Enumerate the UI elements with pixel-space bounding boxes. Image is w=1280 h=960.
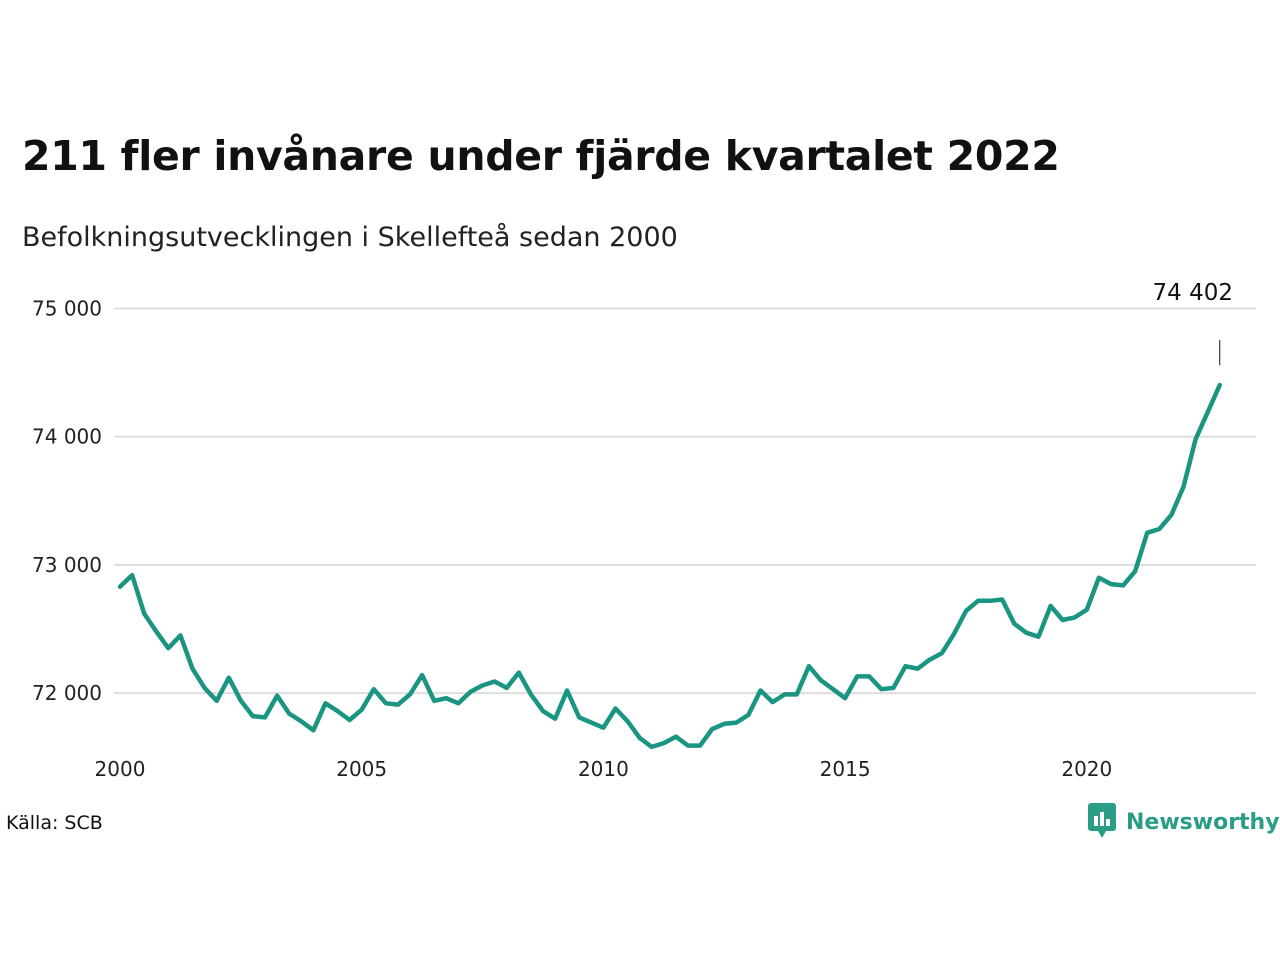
x-axis-tick-labels: 2000 2005 2010 2015 2020 [95, 757, 1113, 781]
end-value-label: 74 402 [1153, 280, 1233, 306]
x-tick-label: 2015 [820, 757, 871, 781]
y-gridlines [114, 307, 1256, 695]
brand-name: Newsworthy [1126, 809, 1280, 835]
y-tick-label: 75 000 [32, 296, 102, 320]
chart-subtitle: Befolkningsutvecklingen i Skellefteå sed… [22, 222, 678, 253]
chart-title: 211 fler invånare under fjärde kvartalet… [22, 132, 1060, 180]
y-axis-tick-labels: 72 000 73 000 74 000 75 000 [32, 296, 102, 705]
y-tick-label: 73 000 [32, 553, 102, 577]
x-tick-label: 2010 [578, 757, 629, 781]
newsworthy-logo-icon [1088, 803, 1116, 838]
x-tick-label: 2020 [1061, 757, 1112, 781]
population-series-line [117, 382, 1222, 750]
y-tick-label: 74 000 [32, 425, 102, 449]
source-credit: Källa: SCB [6, 812, 103, 834]
x-tick-label: 2005 [336, 757, 387, 781]
y-tick-label: 72 000 [32, 681, 102, 705]
brand-logo: Newsworthy [1088, 803, 1280, 841]
population-line-chart: 72 000 73 000 74 000 75 000 2000 2005 2010 201… [32, 280, 1256, 781]
x-tick-label: 2000 [95, 757, 146, 781]
